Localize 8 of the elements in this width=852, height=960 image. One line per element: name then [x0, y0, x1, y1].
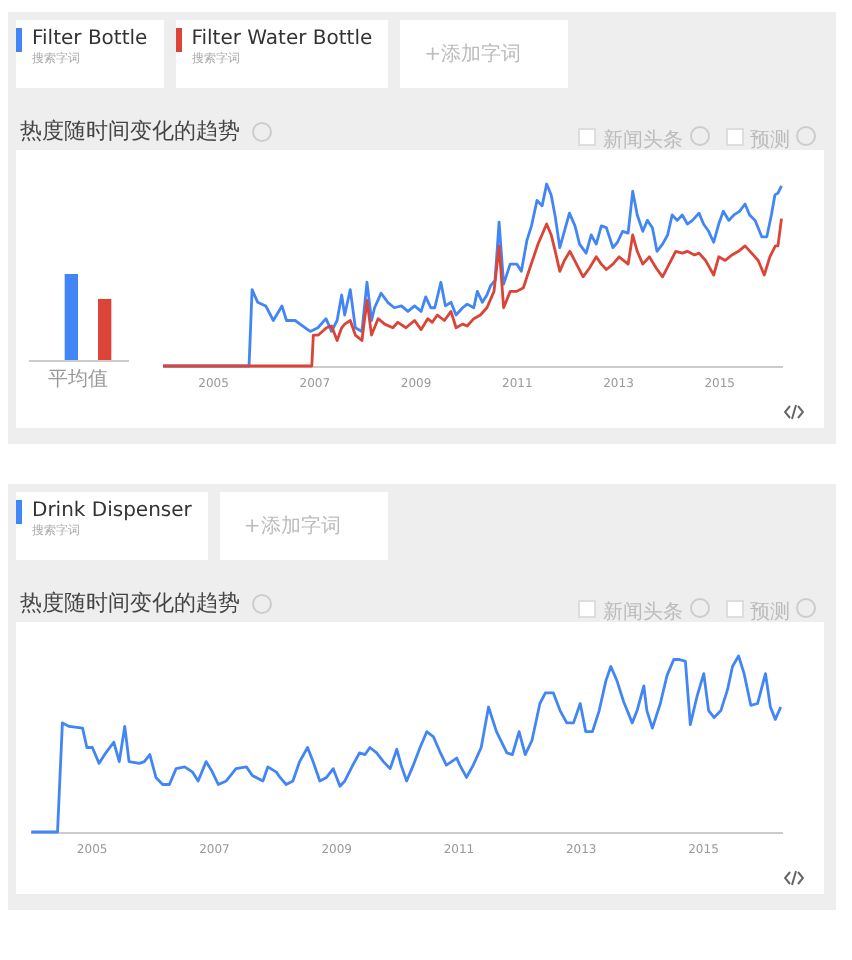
legend-label: Drink Dispenser [32, 500, 192, 522]
x-tick-label: 平均值 [48, 367, 108, 391]
text: +添加字词 [400, 20, 569, 88]
text: +添加字词 [219, 492, 388, 560]
legend-label: Filter Water Bottle [191, 28, 373, 50]
chart-title: 热度随时间变化的趋势 [20, 116, 240, 146]
chart-title: 热度随时间变化的趋势 [20, 588, 240, 618]
legend-label: Filter Bottle [32, 28, 148, 50]
